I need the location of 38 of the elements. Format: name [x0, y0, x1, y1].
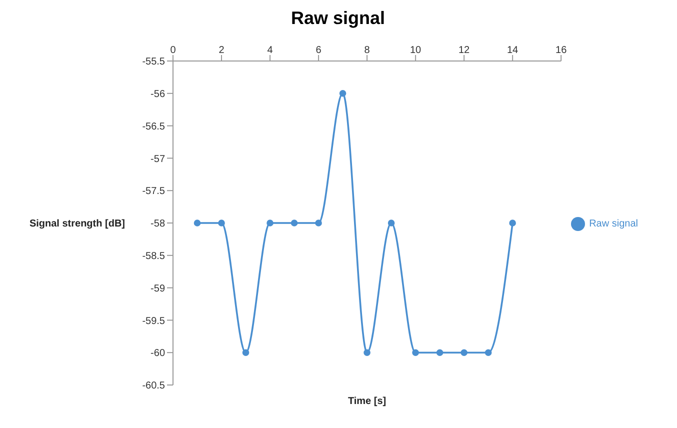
x-tick-label: 16: [556, 45, 568, 56]
point: [266, 220, 274, 226]
y-tick-label: -60.5: [142, 380, 166, 392]
y-tick-label: -56.5: [142, 121, 166, 132]
point: [388, 220, 395, 226]
y-tick-label: -58: [150, 218, 166, 230]
x-tick-label: 6: [316, 45, 322, 56]
point: [242, 349, 250, 356]
y-tick-label: -58.5: [142, 250, 166, 262]
point: [194, 220, 201, 226]
point: [339, 90, 346, 97]
x-tick-label: 10: [410, 45, 422, 56]
y-tick-label: -59.5: [142, 316, 166, 327]
y-axis-title: Signal strength [dB]: [29, 218, 125, 230]
y-tick-label: -56: [150, 88, 166, 100]
y-tick-label: -57.5: [142, 186, 166, 198]
x-tick-label: 8: [364, 45, 370, 56]
x-tick-label: 0: [170, 45, 176, 56]
x-axis-title: Time [s]: [348, 396, 386, 407]
y-tick-label: -57: [150, 154, 166, 165]
x-tick-label: 2: [218, 45, 225, 56]
point: [218, 220, 225, 226]
point: [315, 220, 322, 226]
y-tick-label: -59: [150, 283, 166, 294]
point: [436, 349, 444, 356]
point: [484, 349, 492, 356]
y-tick-label: -60: [150, 348, 166, 360]
legend-label: Raw signal: [589, 218, 638, 230]
x-tick-label: 14: [507, 45, 519, 56]
point: [412, 349, 419, 356]
point: [509, 220, 516, 226]
x-tick-label: 4: [267, 45, 274, 56]
point: [460, 349, 468, 356]
point: [290, 220, 298, 226]
chart-title: Raw signal: [290, 8, 386, 30]
point: [364, 349, 370, 356]
y-tick-label: -55.5: [142, 56, 166, 68]
x-tick-label: 12: [458, 45, 470, 56]
